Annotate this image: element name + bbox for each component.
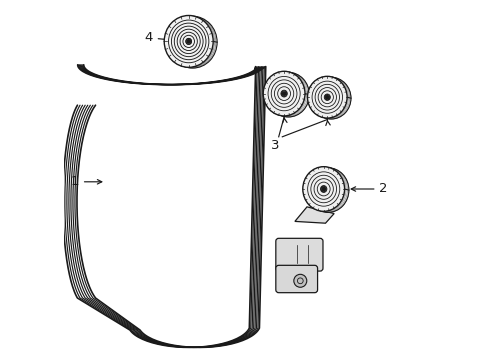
Text: 2: 2 xyxy=(350,183,387,195)
Ellipse shape xyxy=(324,95,329,100)
Ellipse shape xyxy=(306,168,348,212)
Ellipse shape xyxy=(281,91,286,96)
Text: 4: 4 xyxy=(144,31,171,44)
Ellipse shape xyxy=(267,72,309,117)
Polygon shape xyxy=(294,207,333,223)
Ellipse shape xyxy=(185,39,191,44)
Circle shape xyxy=(322,187,325,191)
Ellipse shape xyxy=(263,71,305,116)
Circle shape xyxy=(186,40,190,43)
Text: 3: 3 xyxy=(270,139,279,152)
FancyBboxPatch shape xyxy=(275,238,322,271)
Circle shape xyxy=(282,92,285,95)
Ellipse shape xyxy=(307,76,346,118)
Ellipse shape xyxy=(311,77,350,119)
Text: 1: 1 xyxy=(70,175,102,188)
Circle shape xyxy=(325,96,328,99)
Ellipse shape xyxy=(321,186,325,192)
Ellipse shape xyxy=(168,16,217,68)
Ellipse shape xyxy=(302,167,344,211)
Circle shape xyxy=(293,274,306,287)
Ellipse shape xyxy=(164,15,213,67)
FancyBboxPatch shape xyxy=(275,265,317,293)
